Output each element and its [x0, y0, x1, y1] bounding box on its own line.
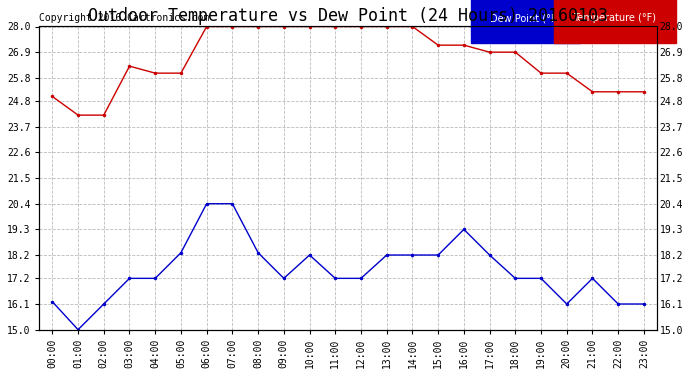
Text: Dew Point (°F): Dew Point (°F)	[490, 13, 560, 24]
Text: Copyright 2016 Cartronics.com: Copyright 2016 Cartronics.com	[39, 13, 210, 24]
Text: Temperature (°F): Temperature (°F)	[573, 13, 656, 24]
Title: Outdoor Temperature vs Dew Point (24 Hours) 20160103: Outdoor Temperature vs Dew Point (24 Hou…	[88, 7, 608, 25]
